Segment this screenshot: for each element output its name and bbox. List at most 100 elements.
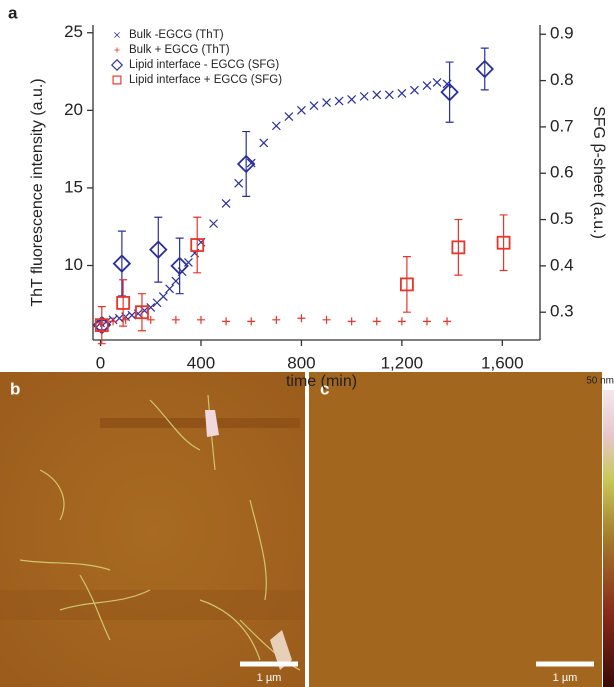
legend-marker (114, 32, 120, 38)
marker-x (322, 98, 331, 108)
panel-label: c (320, 379, 329, 398)
marker-plus (171, 315, 180, 324)
error-bar (480, 47, 489, 91)
error-bar (137, 293, 146, 332)
marker-plus (109, 317, 118, 326)
marker-square (451, 240, 466, 255)
legend-marker (110, 58, 124, 72)
error-bar (445, 61, 454, 123)
x-tick-label: 1,200 (381, 353, 424, 372)
marker-square (94, 318, 109, 333)
y-axis-label: ThT fluorescence intensity (a.u.) (29, 78, 46, 306)
y2-tick-label: 0.5 (550, 209, 574, 228)
marker-plus (222, 317, 231, 326)
legend-label: Bulk -EGCG (ThT) (129, 29, 224, 41)
aggregate (270, 630, 292, 670)
colorbar-label: 50 nm (586, 376, 614, 387)
aggregate (205, 410, 219, 437)
marker-plus (443, 317, 452, 326)
marker-x (297, 105, 306, 115)
x-tick-label: 1,600 (481, 353, 524, 372)
marker-diamond (236, 154, 256, 174)
marker-x (309, 101, 319, 111)
marker-x (221, 199, 231, 208)
colorbar (603, 390, 614, 687)
error-bar (242, 130, 251, 197)
y2-tick-label: 0.3 (550, 302, 574, 321)
marker-x (384, 90, 394, 100)
marker-square (116, 296, 131, 310)
x-axis-label: time (min) (286, 373, 357, 390)
marker-x (271, 121, 281, 131)
marker-x (359, 91, 369, 101)
afm-background (309, 372, 602, 687)
marker-plus (272, 315, 281, 324)
marker-square (135, 305, 149, 320)
error-bar (454, 218, 463, 276)
marker-plus (322, 315, 331, 324)
y2-axis-label: SFG β-sheet (a.u.) (590, 106, 607, 239)
marker-square (190, 238, 205, 252)
marker-plus (297, 314, 306, 323)
marker-x (347, 95, 357, 104)
y-tick-label: 10 (64, 255, 83, 274)
y2-tick-label: 0.9 (550, 24, 574, 43)
marker-x (410, 85, 419, 95)
y2-tick-label: 0.6 (550, 163, 574, 182)
marker-x (246, 158, 256, 168)
legend-marker (112, 75, 122, 85)
legend-marker (114, 47, 120, 53)
y-tick-label: 25 (64, 22, 83, 41)
y2-tick-label: 0.8 (550, 70, 574, 89)
marker-plus (146, 315, 155, 324)
error-bar (402, 256, 411, 313)
marker-plus (196, 315, 205, 324)
marker-x (165, 284, 175, 294)
marker-plus (247, 317, 256, 326)
marker-x (209, 219, 218, 229)
fibrils (19, 394, 301, 671)
marker-x (397, 88, 407, 98)
marker-diamond (112, 254, 132, 273)
panel-label: b (10, 379, 20, 398)
marker-x (284, 112, 294, 121)
marker-plus (372, 317, 381, 326)
marker-x (372, 90, 382, 100)
scale-bar-label: 1 µm (257, 672, 282, 684)
marker-x (259, 138, 269, 148)
marker-x (422, 81, 432, 90)
marker-x (158, 292, 168, 301)
marker-diamond (440, 82, 459, 102)
y-tick-label: 15 (64, 177, 83, 196)
scan-artifact (0, 590, 305, 620)
panel-label: a (8, 3, 18, 22)
y2-tick-label: 0.7 (550, 116, 574, 135)
legend-label: Lipid interface - EGCG (SFG) (129, 59, 279, 71)
marker-x (184, 257, 193, 267)
error-bar (175, 237, 184, 295)
marker-x (334, 96, 344, 106)
marker-diamond (475, 59, 495, 79)
error-bar (193, 216, 202, 274)
legend-label: Bulk + EGCG (ThT) (129, 44, 230, 56)
scale-bar-label: 1 µm (553, 672, 578, 684)
x-tick-label: 800 (287, 353, 315, 372)
marker-plus (397, 317, 406, 326)
marker-diamond (170, 256, 189, 276)
marker-square (496, 235, 511, 250)
error-bar (499, 214, 508, 272)
error-bar (154, 216, 163, 283)
legend-label: Lipid interface + EGCG (SFG) (129, 74, 282, 86)
marker-diamond (149, 240, 168, 259)
marker-square (400, 277, 414, 292)
marker-plus (422, 317, 431, 326)
marker-x (234, 178, 244, 188)
marker-x (127, 310, 137, 320)
marker-x (171, 276, 181, 286)
afm-image-b: b 1 µm (0, 372, 305, 687)
y2-tick-label: 0.4 (550, 255, 574, 274)
marker-x (432, 77, 442, 87)
error-bar (117, 230, 126, 297)
